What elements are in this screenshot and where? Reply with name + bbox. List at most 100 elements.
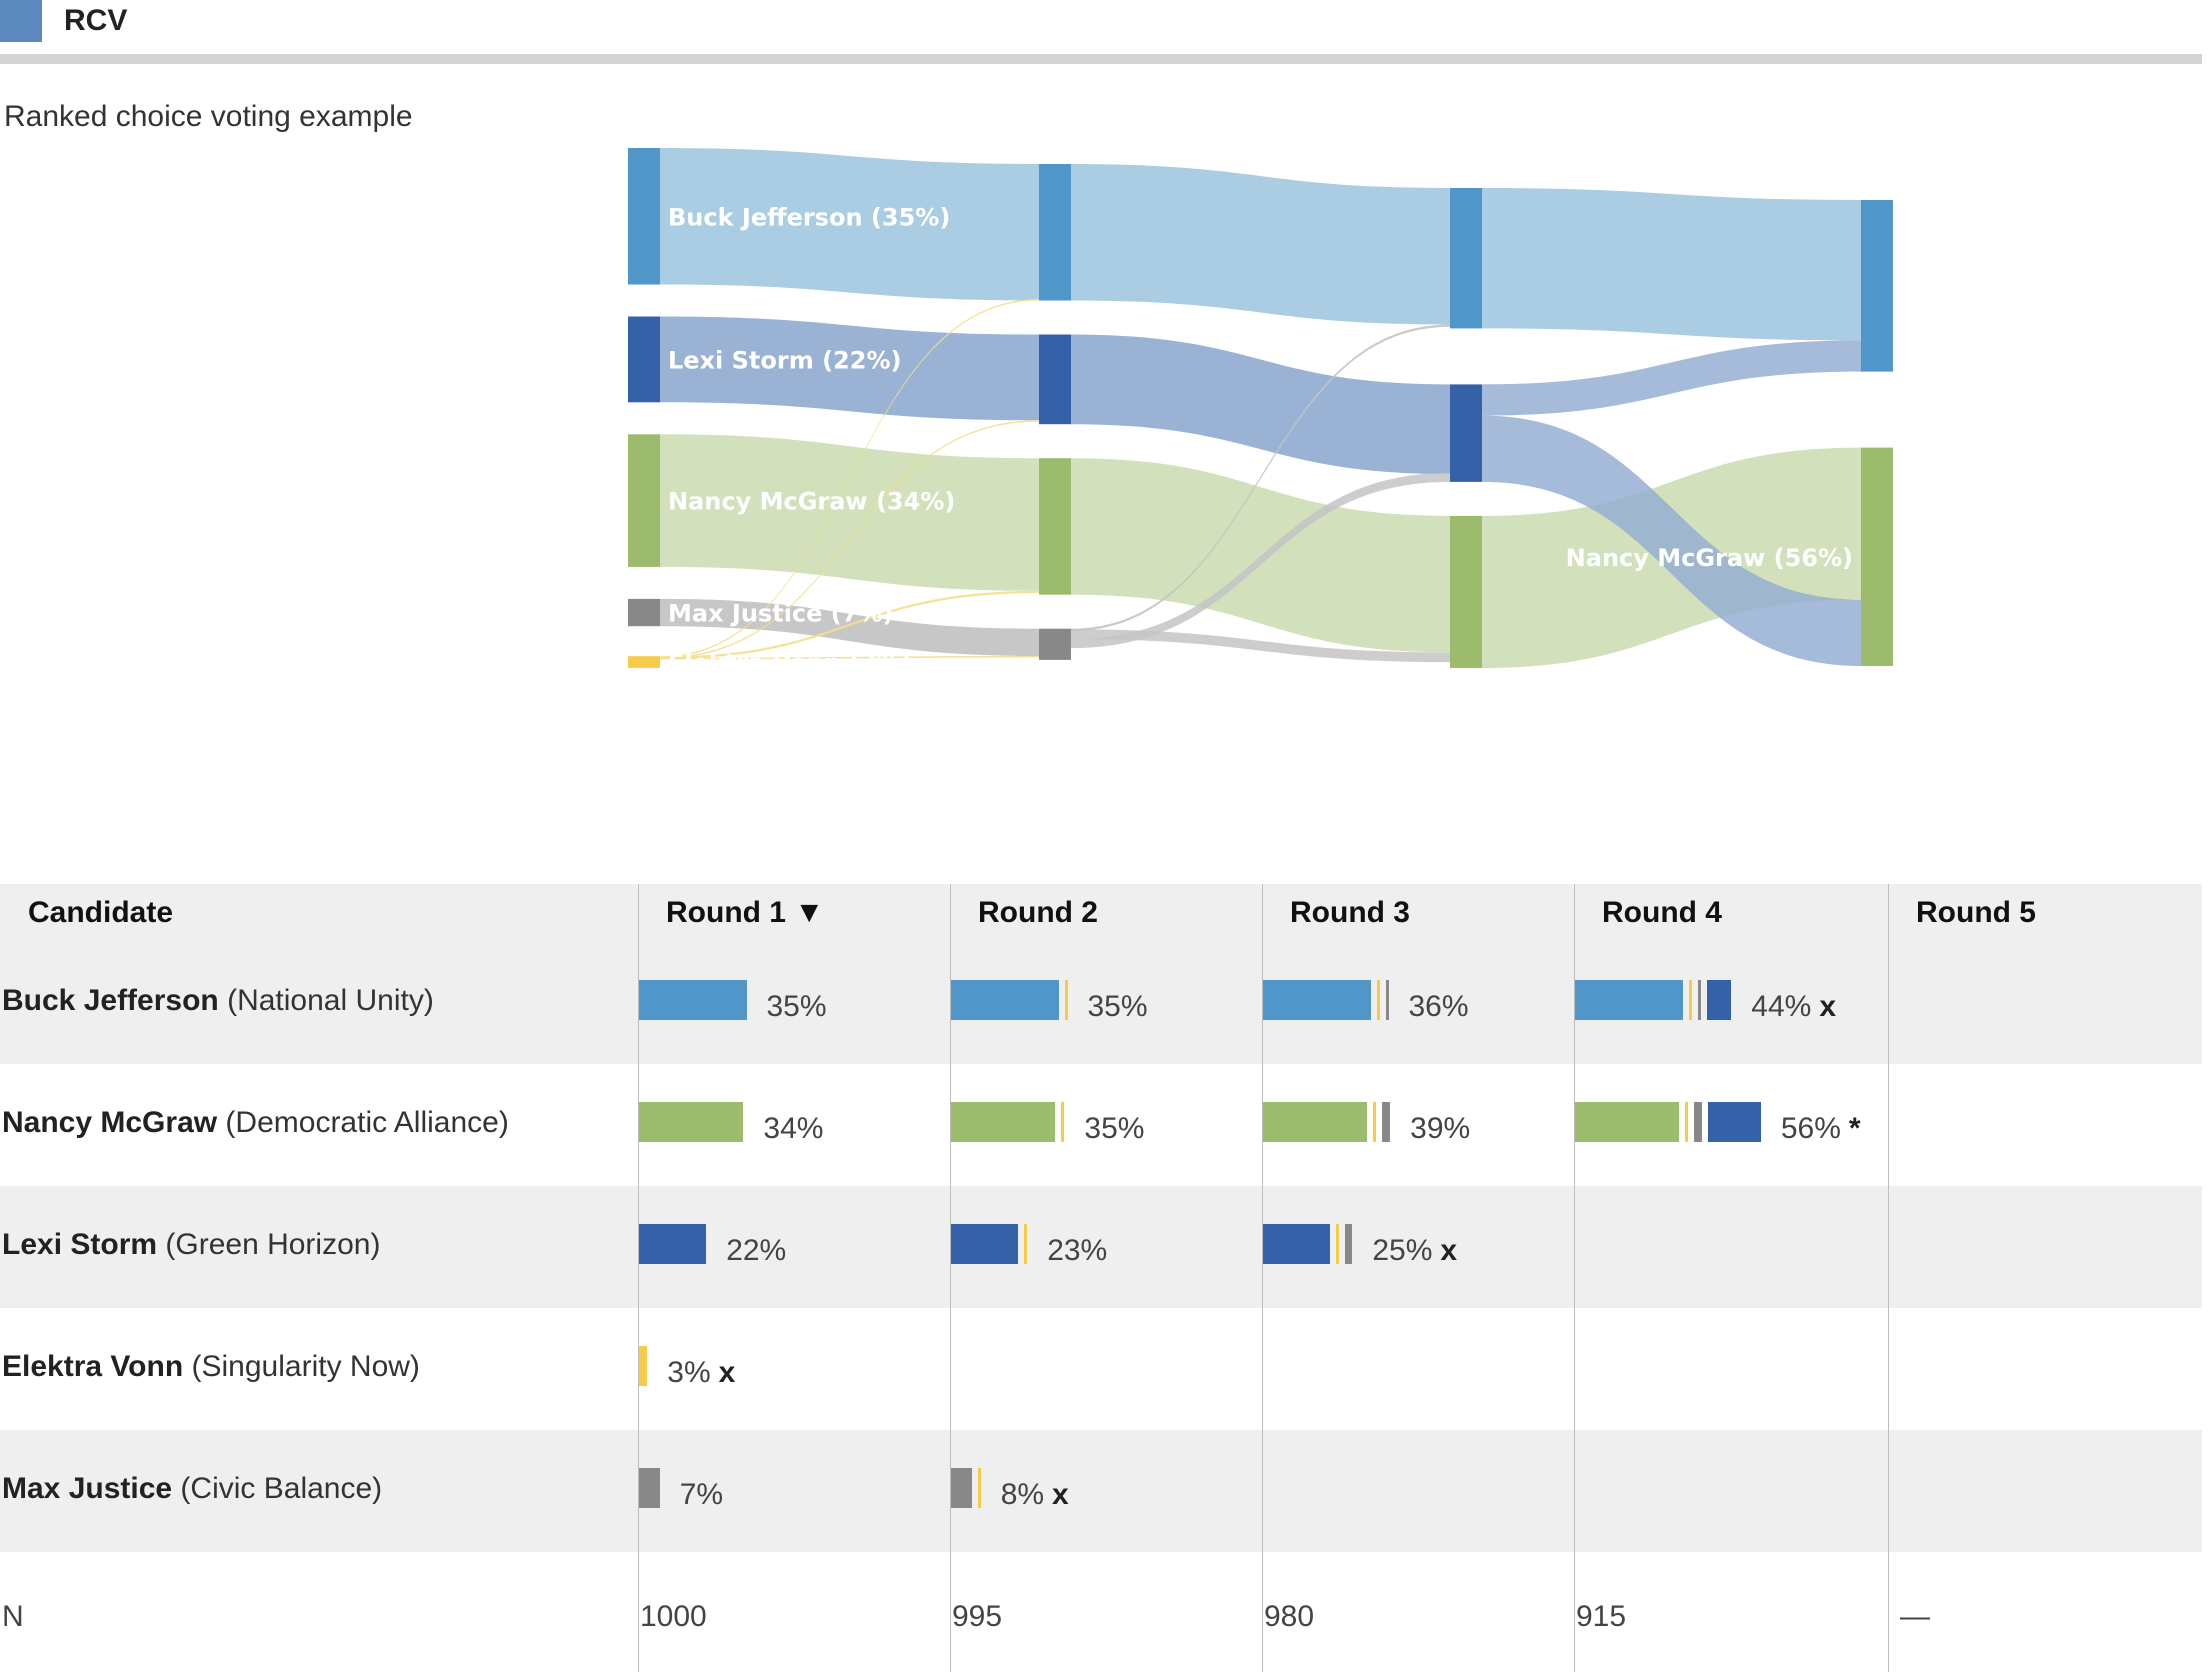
bar-nancy-base	[1262, 1102, 1368, 1142]
eliminated-mark: x	[1819, 990, 1837, 1023]
sankey-transfer-lexi-to-buck	[1482, 340, 1861, 416]
sankey-label-buck-r1: Buck Jefferson (35%)	[668, 203, 950, 231]
candidate-name-elektra: Elektra Vonn (Singularity Now)	[2, 1350, 420, 1384]
bar-nancy-transfer-max	[1382, 1102, 1391, 1142]
cell-buck-round-4: 44% x	[1574, 942, 1886, 1064]
sankey-node-buck-r4	[1861, 200, 1893, 372]
eliminated-mark: x	[1440, 1234, 1458, 1267]
candidate-party: (National Unity)	[218, 984, 434, 1017]
cell-max-round-1: 7%	[638, 1430, 950, 1552]
candidate-name-text: Nancy McGraw	[2, 1106, 218, 1139]
column-header-round-1[interactable]: Round 1 ▼	[666, 896, 825, 929]
sankey-node-elektra-r1	[628, 656, 660, 668]
bar-max-transfer-elektra	[977, 1468, 981, 1508]
bar-max-base	[638, 1468, 660, 1508]
sankey-node-lexi-r2	[1039, 334, 1071, 425]
candidate-party: (Democratic Alliance)	[217, 1106, 509, 1139]
sankey-node-buck-r3	[1450, 188, 1482, 329]
table-row-elektra: Elektra Vonn (Singularity Now) 3% x	[0, 1308, 2202, 1430]
cell-lexi-round-3: 25% x	[1262, 1186, 1574, 1308]
bar-nancy-transfer-elektra	[1373, 1102, 1377, 1142]
n-value-round-2: 995	[952, 1600, 1003, 1633]
n-label: N	[2, 1600, 24, 1633]
sankey-flow-buck-r1	[660, 148, 1039, 301]
table-row-buck: Buck Jefferson (National Unity) 35% 35% 36%…	[0, 942, 2202, 1064]
cell-lexi-round-1: 22%	[638, 1186, 950, 1308]
bar-lexi-base	[638, 1224, 707, 1264]
bar-lexi-transfer-elektra	[1336, 1224, 1340, 1264]
bar-buck-transfer-max	[1385, 980, 1389, 1020]
pct-max-round-2: 8% x	[1000, 1478, 1069, 1511]
sankey-flow-buck-r2	[1071, 164, 1450, 325]
cell-buck-round-1: 35%	[638, 942, 950, 1064]
bar-nancy-base	[1574, 1102, 1680, 1142]
sankey-node-nancy-r1	[628, 434, 660, 567]
bar-elektra-base	[638, 1346, 648, 1386]
sankey-transfer-max-to-lexi	[1071, 472, 1450, 649]
sankey-label-nancy-r1: Nancy McGraw (34%)	[668, 488, 955, 516]
candidate-party: (Singularity Now)	[183, 1350, 420, 1383]
bar-nancy-transfer-lexi	[1708, 1102, 1761, 1142]
bar-buck-transfer-elektra	[1688, 980, 1692, 1020]
column-header-round-5: Round 5	[1916, 896, 2036, 929]
bar-lexi-base	[1262, 1224, 1331, 1264]
sankey-label-nancy-r4: Nancy McGraw (56%)	[1566, 544, 1853, 572]
cell-nancy-round-2: 35%	[950, 1064, 1262, 1186]
sankey-transfer-elektra-to-lexi	[660, 420, 1039, 659]
sankey-transfer-max-to-buck	[1071, 324, 1450, 632]
sankey-node-buck-r2	[1039, 164, 1071, 301]
candidate-party: (Green Horizon)	[157, 1228, 381, 1261]
bar-nancy-transfer-max	[1694, 1102, 1703, 1142]
bar-nancy-base	[638, 1102, 744, 1142]
legend-swatch	[0, 0, 42, 42]
sankey-transfer-elektra-to-nancy	[660, 590, 1039, 659]
pct-nancy-round-2: 35%	[1084, 1112, 1145, 1145]
candidate-name-text: Elektra Vonn	[2, 1350, 184, 1383]
sankey-transfer-elektra-to-buck	[660, 299, 1039, 658]
sankey-flow-max-r1	[660, 598, 1039, 656]
pct-nancy-round-1: 34%	[763, 1112, 824, 1145]
header-divider	[0, 54, 2202, 64]
pct-lexi-round-2: 23%	[1047, 1234, 1108, 1267]
sankey-label-lexi-r1: Lexi Storm (22%)	[668, 346, 901, 374]
legend: RCV	[0, 0, 2210, 50]
sankey-node-nancy-r3	[1450, 515, 1482, 668]
n-value-round-1: 1000	[640, 1600, 707, 1633]
bar-nancy-transfer-elektra	[1685, 1102, 1689, 1142]
legend-label: RCV	[64, 4, 128, 37]
n-value-round-4: 915	[1576, 1600, 1627, 1633]
sankey-transfer-elektra-to-max	[660, 656, 1039, 660]
bar-lexi-transfer-elektra	[1024, 1224, 1028, 1264]
table-n-row: N 1000 995 980 915 —	[0, 1600, 2202, 1660]
cell-nancy-round-4: 56% *	[1574, 1064, 1886, 1186]
candidate-name-nancy: Nancy McGraw (Democratic Alliance)	[2, 1106, 509, 1140]
n-value-round-3: 980	[1264, 1600, 1315, 1633]
pct-lexi-round-3: 25% x	[1372, 1234, 1458, 1267]
table-row-nancy: Nancy McGraw (Democratic Alliance) 34% 35%…	[0, 1064, 2202, 1186]
cell-nancy-round-3: 39%	[1262, 1064, 1574, 1186]
pct-buck-round-1: 35%	[766, 990, 827, 1023]
candidate-name-text: Buck Jefferson	[2, 984, 219, 1017]
candidate-name-text: Max Justice	[2, 1472, 173, 1505]
chart-title: Ranked choice voting example	[4, 100, 413, 133]
column-header-round-3: Round 3	[1290, 896, 1410, 929]
column-divider-4	[1574, 884, 1575, 1672]
cell-lexi-round-2: 23%	[950, 1186, 1262, 1308]
cell-elektra-round-1: 3% x	[638, 1308, 950, 1430]
cell-max-round-2: 8% x	[950, 1430, 1262, 1552]
bar-lexi-base	[950, 1224, 1019, 1264]
sankey-label-max-r1: Max Justice (7%)	[668, 600, 893, 628]
bar-lexi-transfer-max	[1345, 1224, 1353, 1264]
table-row-max: Max Justice (Civic Balance) 7% 8% x	[0, 1430, 2202, 1552]
pct-buck-round-2: 35%	[1087, 990, 1148, 1023]
bar-max-base	[950, 1468, 972, 1508]
bar-buck-base	[950, 980, 1059, 1020]
sankey-flow-buck-r3	[1482, 188, 1861, 341]
column-divider-3	[1262, 884, 1263, 1672]
sankey-flow-lexi-r2	[1071, 334, 1450, 475]
bar-buck-transfer-elektra	[1376, 980, 1380, 1020]
sankey-node-nancy-r4	[1861, 447, 1893, 666]
eliminated-mark: x	[1052, 1478, 1069, 1511]
n-value-round-5: —	[1900, 1600, 1930, 1633]
sankey-flow-lexi-r1	[660, 316, 1039, 421]
